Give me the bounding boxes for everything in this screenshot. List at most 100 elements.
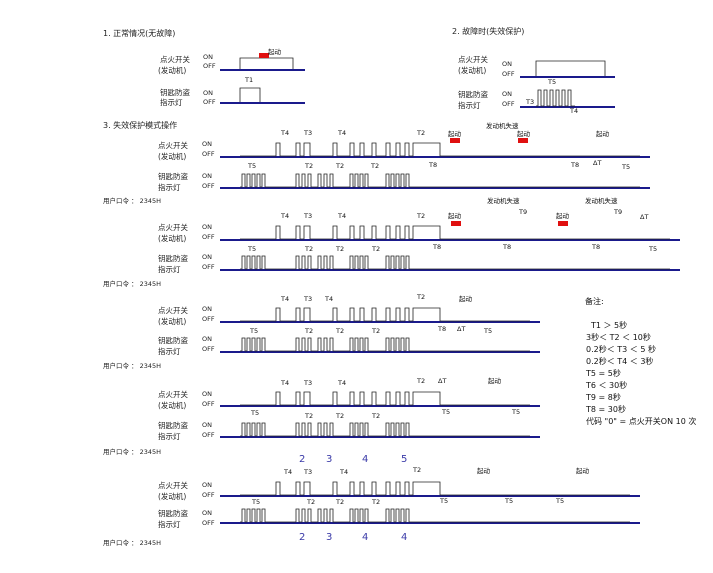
rb-t5b: T5 — [648, 245, 657, 253]
rb-start-marker1 — [451, 221, 461, 226]
re-key-label2: 指示灯 — [158, 519, 181, 529]
rb-key-on: ON — [202, 253, 212, 261]
s2-key-label: 钥匙防盗 — [458, 89, 488, 99]
rb-stall2: 发动机失速 — [585, 196, 618, 205]
rb-t8b: T8 — [502, 243, 511, 251]
note-line-7: T9 = 8秒 — [585, 392, 621, 402]
ra-t3: T3 — [303, 129, 312, 137]
re-digit-top-1: 2 — [299, 454, 305, 465]
ra-t2k2: T2 — [335, 162, 344, 170]
rb-ign-off: OFF — [202, 233, 215, 241]
row-b-labels: 点火开关 (发动机) ON OFF 钥匙防盗 指示灯 ON OFF 用户口令 ：… — [103, 222, 215, 288]
ra-t8b: T8 — [570, 161, 579, 169]
ra-ign-on: ON — [202, 140, 212, 148]
rd-t4a: T4 — [280, 379, 289, 387]
s2-key-wave — [536, 89, 575, 107]
ra-start-marker1 — [450, 138, 460, 143]
ra-start2: 起动 — [517, 130, 531, 138]
re-ign-label: 点火开关 — [158, 480, 188, 490]
re-ign-label2: (发动机) — [158, 491, 186, 501]
re-ign-on: ON — [202, 481, 212, 489]
rc-t2k2: T2 — [335, 327, 344, 335]
re-digit-bot-2: 3 — [326, 532, 332, 543]
rb-key-off: OFF — [202, 263, 215, 271]
rb-ign-label2: (发动机) — [158, 233, 186, 243]
row-e-labels: 点火开关 (发动机) ON OFF 钥匙防盗 指示灯 ON OFF 用户口令 ：… — [103, 480, 215, 547]
note-line-6: T6 ＜ 30秒 — [585, 380, 627, 390]
rc-ign-off: OFF — [202, 315, 215, 323]
rb-ign-on: ON — [202, 223, 212, 231]
rb-t3: T3 — [303, 212, 312, 220]
row-c-labels: 点火开关 (发动机) ON OFF 钥匙防盗 指示灯 ON OFF 用户口令 ：… — [103, 305, 215, 370]
s2-key-on: ON — [502, 90, 512, 98]
re-digit-top-4: 5 — [401, 454, 407, 465]
row-d-labels: 点火开关 (发动机) ON OFF 钥匙防盗 指示灯 ON OFF 用户口令 ：… — [103, 389, 215, 456]
s2-t5-label: T5 — [547, 78, 556, 86]
rb-code: 用户口令 ： 2345H — [103, 279, 161, 288]
rd-key-wave — [240, 422, 530, 437]
re-key-on: ON — [202, 509, 212, 517]
ra-key-label: 钥匙防盗 — [158, 171, 188, 181]
re-digit-top-3: 4 — [362, 454, 368, 465]
note-line-2: 3秒＜ T2 ＜ 10秒 — [586, 332, 651, 342]
ra-t4a: T4 — [280, 129, 289, 137]
rb-t8c: T8 — [591, 243, 600, 251]
s1-start-marker — [259, 53, 269, 58]
rd-t2k3: T2 — [371, 412, 380, 420]
re-t3: T3 — [303, 468, 312, 476]
rc-key-off: OFF — [202, 345, 215, 353]
ra-t4b: T4 — [337, 129, 346, 137]
rd-t3: T3 — [303, 379, 312, 387]
rd-ign-wave — [240, 391, 530, 406]
rc-t3: T3 — [303, 295, 312, 303]
ra-key-label2: 指示灯 — [158, 182, 181, 192]
re-t5c: T5 — [504, 497, 513, 505]
ra-start3: 起动 — [596, 130, 610, 138]
rd-ign-label2: (发动机) — [158, 400, 186, 410]
section1-title: 1. 正常情况(无故障) — [103, 28, 175, 38]
ra-t2k1: T2 — [304, 162, 313, 170]
rb-t9a: T9 — [518, 208, 527, 216]
re-key-label: 钥匙防盗 — [158, 508, 188, 518]
rc-ign-wave — [240, 307, 530, 322]
rc-ign-on: ON — [202, 305, 212, 313]
ra-ign-label: 点火开关 — [158, 140, 188, 150]
rc-t2k1: T2 — [304, 327, 313, 335]
ra-code: 用户口令 ： 2345H — [103, 196, 161, 205]
re-key-off: OFF — [202, 519, 215, 527]
ra-ign-off: OFF — [202, 150, 215, 158]
note-line-3: 0.2秒＜ T3 ＜ 5 秒 — [586, 344, 656, 354]
re-code: 用户口令 ： 2345H — [103, 538, 161, 547]
s2-ign-label: 点火开关 — [458, 54, 488, 64]
rd-t5: T5 — [250, 409, 259, 417]
re-t5b: T5 — [439, 497, 448, 505]
rc-t2: T2 — [416, 293, 425, 301]
section3-title: 3. 失效保护模式操作 — [103, 120, 177, 130]
re-t5d: T5 — [555, 497, 564, 505]
rb-stall1: 发动机失速 — [487, 196, 520, 205]
rb-t4a: T4 — [280, 212, 289, 220]
rd-t4b: T4 — [337, 379, 346, 387]
s1-key-off: OFF — [203, 98, 216, 106]
rb-t4b: T4 — [337, 212, 346, 220]
re-t2k3: T2 — [371, 498, 380, 506]
re-digit-top-2: 3 — [326, 454, 332, 465]
rd-t5b: T5 — [441, 408, 450, 416]
ra-dt: ΔT — [593, 159, 601, 167]
s1-ign-wave — [239, 57, 294, 69]
rd-t2k1: T2 — [304, 412, 313, 420]
rb-t2k3: T2 — [371, 245, 380, 253]
notes-block: 备注: T1 ＞ 5秒 3秒＜ T2 ＜ 10秒 0.2秒＜ T3 ＜ 5 秒 … — [585, 296, 696, 426]
ra-key-wave — [240, 173, 640, 188]
ra-key-off: OFF — [202, 182, 215, 190]
rc-t5b: T5 — [483, 327, 492, 335]
note-line-8: T8 = 30秒 — [585, 404, 626, 414]
s2-key-off: OFF — [502, 100, 515, 108]
re-start2: 起动 — [576, 467, 590, 475]
s1-key-wave — [239, 87, 261, 102]
note-line-1: T1 ＞ 5秒 — [590, 320, 627, 330]
re-t5: T5 — [251, 498, 260, 506]
rd-ign-off: OFF — [202, 400, 215, 408]
rc-t2k3: T2 — [371, 327, 380, 335]
s2-ign-off: OFF — [502, 70, 515, 78]
